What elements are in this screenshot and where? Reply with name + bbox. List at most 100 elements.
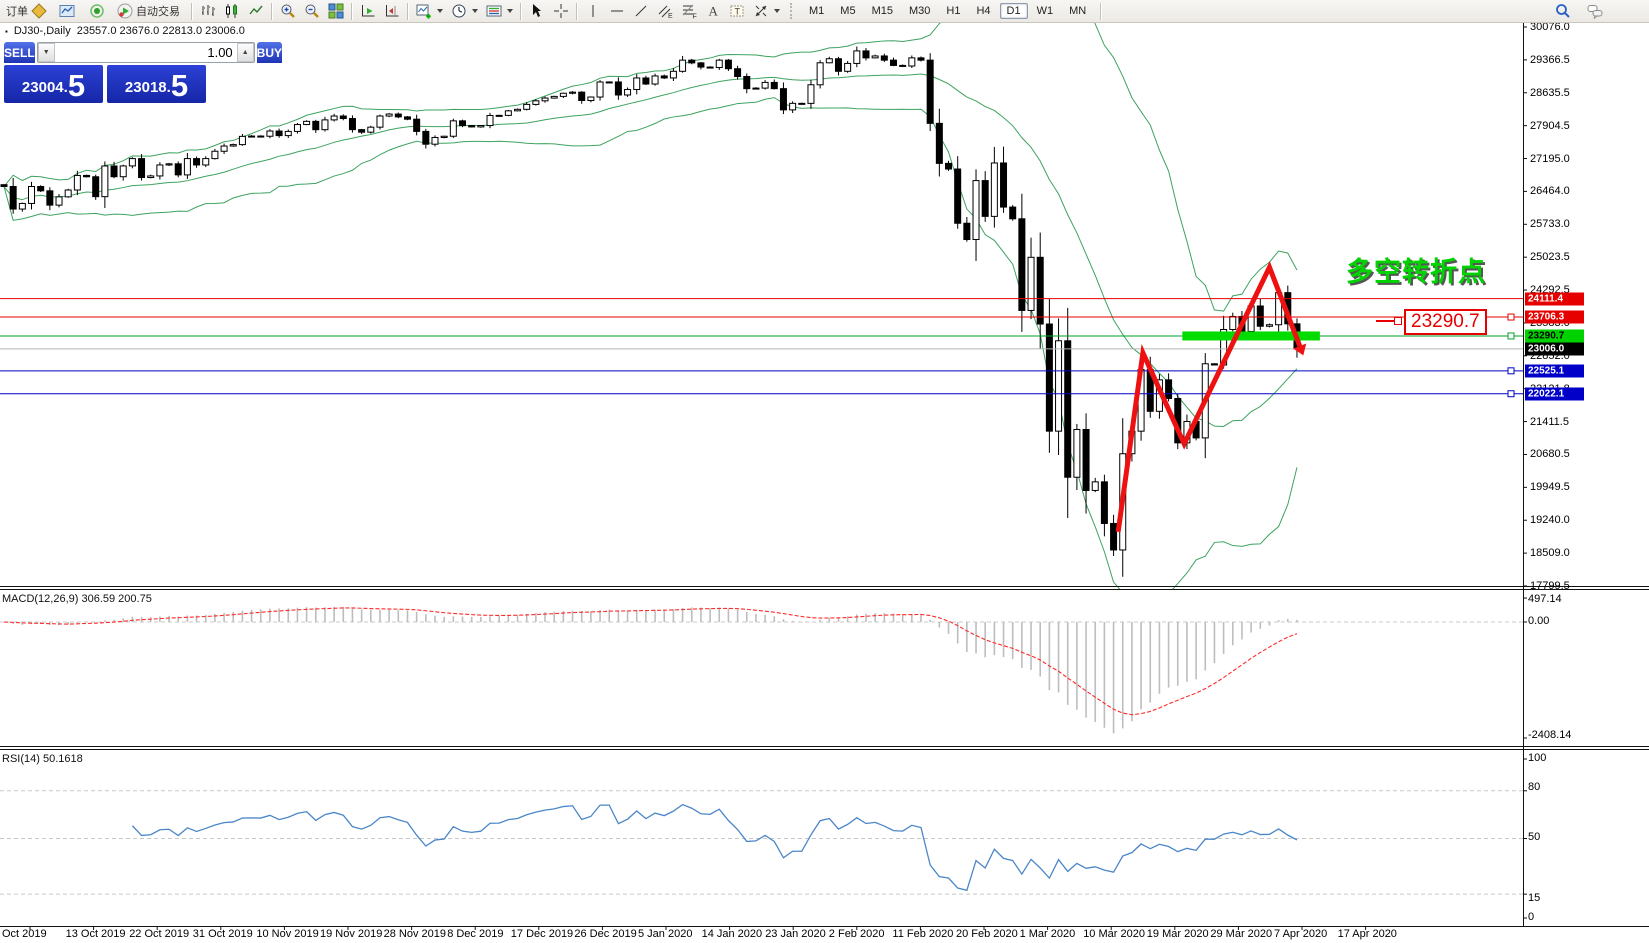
text-label-button[interactable]: T [725, 1, 749, 21]
time-tick-label: 11 Feb 2020 [892, 928, 954, 940]
sell-button[interactable]: SELL [4, 42, 35, 63]
vertical-line-button[interactable] [581, 1, 605, 21]
price-callout-box[interactable]: 23290.7 [1404, 309, 1487, 335]
autotrading-button[interactable]: 自动交易 [113, 1, 184, 21]
time-tick-label: 10 Nov 2019 [256, 928, 319, 940]
time-tick-label: 7 Apr 2020 [1274, 928, 1328, 940]
time-tick-label: 2 Feb 2020 [828, 928, 885, 940]
indicators-button[interactable] [412, 1, 447, 21]
text-button[interactable]: A [701, 1, 725, 21]
price-tick-label: 21411.5 [1530, 415, 1569, 428]
toolbar-separator [271, 2, 273, 20]
shapes-icon [753, 3, 769, 19]
price-callout-handle[interactable] [1394, 317, 1402, 325]
fibonacci-button[interactable]: F [677, 1, 701, 21]
crosshair-button[interactable] [549, 1, 573, 21]
chat-icon[interactable] [1587, 3, 1603, 19]
timeframe-m5[interactable]: M5 [840, 5, 856, 17]
trendline-button[interactable] [629, 1, 653, 21]
turning-point-annotation[interactable]: 多空转折点 [1346, 257, 1486, 287]
time-tick-label: Oct 2019 [2, 928, 47, 940]
price-level-badge: 23006.0 [1525, 342, 1584, 356]
macd-scale-zero: 0.00 [1528, 615, 1550, 627]
line-chart-button[interactable] [244, 1, 268, 21]
macd-scale-top: 497.14 [1528, 593, 1562, 605]
sell-price-big-digit: 5 [67, 68, 86, 103]
dropdown-caret-icon[interactable] [472, 9, 478, 13]
horizontal-line-button[interactable] [605, 1, 629, 21]
time-tick-label: 8 Dec 2019 [447, 928, 504, 940]
charts-button[interactable] [55, 1, 79, 21]
price-tick-label: 27904.5 [1530, 119, 1570, 132]
timeframe-mn[interactable]: MN [1069, 5, 1087, 17]
tile-windows-button[interactable] [324, 1, 348, 21]
signal-button[interactable] [85, 1, 109, 21]
candlestick-chart-icon [224, 3, 240, 19]
timeframe-w1[interactable]: W1 [1036, 5, 1054, 17]
main-toolbar: 订单 自动交易 E F A T M1 M5 M15 M30 H1 H4 D1 W1 MN [0, 0, 1649, 23]
zoom-out-button[interactable] [300, 1, 324, 21]
time-tick-label: 29 Mar 2020 [1210, 928, 1273, 940]
template-button[interactable] [482, 1, 517, 21]
svg-text:T: T [735, 7, 741, 17]
buy-price-panel[interactable]: 23018. 5 [107, 65, 206, 103]
rsi-scale-50: 50 [1528, 831, 1541, 843]
auto-scroll-icon [360, 3, 376, 19]
candlestick-chart-button[interactable] [220, 1, 244, 21]
periods-icon [451, 3, 467, 19]
dropdown-caret-icon[interactable] [507, 9, 513, 13]
zoom-in-icon [280, 3, 296, 19]
chart-title: ▪ DJ30-,Daily 23557.0 23676.0 22813.0 23… [5, 25, 245, 37]
buy-button[interactable]: BUY [256, 42, 283, 63]
toolbar-grip [790, 3, 796, 19]
time-tick-label: 17 Apr 2020 [1337, 928, 1397, 940]
rsi-scale-15: 15 [1528, 892, 1541, 904]
dropdown-caret-icon[interactable] [774, 9, 780, 13]
timeframe-m30[interactable]: M30 [908, 5, 931, 17]
timeframe-d1[interactable]: D1 [999, 3, 1028, 19]
new-order-button[interactable]: 订单 [2, 1, 51, 21]
volume-increase-button[interactable]: ▲ [236, 43, 254, 62]
time-tick-label: 23 Jan 2020 [765, 928, 826, 940]
volume-decrease-button[interactable]: ▼ [37, 43, 55, 62]
chart-symbol-period: DJ30-,Daily [13, 25, 71, 37]
time-tick-label: 14 Jan 2020 [701, 928, 763, 940]
svg-text:F: F [693, 14, 697, 20]
chart-marker-icon: ▪ [5, 26, 8, 36]
bars-chart-button[interactable] [196, 1, 220, 21]
volume-input[interactable] [54, 43, 237, 62]
price-tick-label: 19949.5 [1530, 481, 1570, 494]
timeframe-h1[interactable]: H1 [946, 5, 961, 17]
price-tick-label: 18509.0 [1530, 547, 1570, 560]
shapes-button[interactable] [749, 1, 784, 21]
price-tick-label: 25733.0 [1530, 218, 1570, 231]
timeframe-h4[interactable]: H4 [976, 5, 991, 17]
timeframe-m15[interactable]: M15 [871, 5, 893, 17]
template-icon [486, 3, 502, 19]
auto-scroll-button[interactable] [356, 1, 380, 21]
sell-price-panel[interactable]: 23004. 5 [4, 65, 103, 103]
price-tick-label: 27195.0 [1530, 152, 1570, 165]
price-tick-label: 17799.5 [1530, 580, 1570, 592]
channel-button[interactable]: E [653, 1, 677, 21]
search-icon[interactable] [1555, 3, 1571, 19]
price-level-badge: 23706.3 [1525, 310, 1584, 324]
sell-price-main: 23004. [21, 79, 68, 96]
timeframe-m1[interactable]: M1 [809, 5, 825, 17]
price-tick-label: 26464.0 [1530, 185, 1570, 198]
buy-price-big-digit: 5 [170, 68, 189, 103]
chart-shift-button[interactable] [380, 1, 404, 21]
price-tick-label: 30076.0 [1530, 21, 1570, 33]
line-chart-icon [248, 3, 264, 19]
time-tick-label: 5 Jan 2020 [638, 928, 693, 940]
cursor-button[interactable] [525, 1, 549, 21]
dropdown-caret-icon[interactable] [437, 9, 443, 13]
periods-button[interactable] [447, 1, 482, 21]
price-tick-label: 29366.5 [1530, 53, 1570, 66]
zoom-in-button[interactable] [276, 1, 300, 21]
text-label-icon: T [729, 3, 745, 19]
time-tick-label: 28 Nov 2019 [383, 928, 446, 940]
horizontal-line-icon [609, 3, 625, 19]
